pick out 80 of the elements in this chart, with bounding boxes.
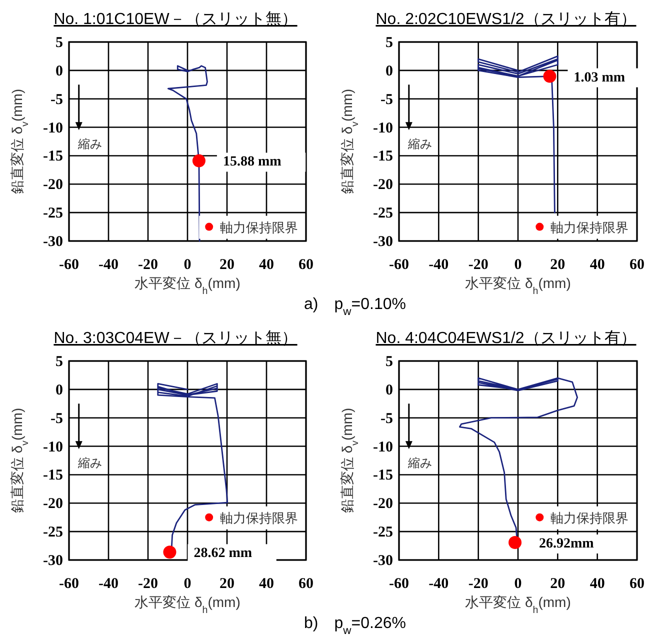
x-axis-title: 水平変位 δ$_{h}$(mm) [134,275,240,296]
x-tick-label: 40 [259,257,274,273]
x-tick-label: 60 [630,576,644,592]
line-series [167,65,208,242]
x-tick-label: 0 [514,576,522,592]
x-tick-label: -20 [138,576,158,592]
x-tick-label: -40 [98,257,118,273]
y-tick-label: -30 [43,234,63,250]
x-tick-label: -60 [59,576,79,592]
annotation: 15.88 mm [222,154,282,170]
x-tick-label: -20 [468,576,488,592]
y-tick-label: -15 [373,148,393,165]
x-tick-label: 60 [298,576,314,592]
x-tick-label: 40 [259,576,274,592]
y-tick-label: -30 [43,553,63,569]
legend-label: 軸力保持限界 [220,220,298,235]
y-tick-label: -10 [43,120,63,136]
x-tick-label: -20 [138,257,158,273]
annotation: 1.03 mm [574,70,626,86]
x-tick-label: -60 [389,576,409,592]
y-tick-label: 0 [386,63,393,80]
legend-label: 軸力保持限界 [550,510,629,526]
y-tick-label: -25 [43,206,63,222]
y-tick-label: -10 [43,439,63,456]
x-tick-label: -40 [428,576,449,592]
y-tick-label: -25 [373,524,393,541]
x-tick-label: 60 [298,257,314,273]
x-tick-label: 40 [590,576,605,592]
y-tick-label: -30 [373,234,393,250]
y-tick-label: 0 [56,382,63,398]
y-tick-label: -15 [373,468,393,484]
y-tick-label: 5 [56,35,63,51]
legend-label: 軸力保持限界 [550,220,629,235]
y-tick-label: 0 [386,382,393,398]
x-tick-label: 20 [220,576,234,592]
text: b) p$_{w}$=0.26% [304,615,406,637]
x-axis-title: 水平変位 δ$_{h}$(mm) [465,594,571,616]
y-tick-label: -5 [50,92,63,108]
annotation: 縮み [406,137,432,152]
x-axis-title: 水平変位 δ$_{h}$(mm) [465,275,571,296]
x-tick-label: 0 [514,257,522,273]
annotation: 28.62 mm [194,546,252,562]
annotation: 縮み [76,456,102,470]
x-tick-label: -60 [389,257,409,273]
y-tick-label: -5 [380,410,393,427]
annotation: 26.92mm [539,536,594,552]
x-tick-label: 0 [184,257,192,273]
x-tick-label: -20 [468,257,488,273]
x-tick-label: -40 [98,576,118,592]
x-tick-label: -40 [428,257,449,273]
line-series [478,56,558,214]
y-tick-label: -20 [43,177,63,194]
y-tick-label: -10 [373,439,393,456]
x-tick-label: 20 [220,257,234,273]
x-axis-title: 水平変位 δ$_{h}$(mm) [134,594,240,616]
x-tick-label: 0 [184,576,192,592]
y-tick-label: 5 [386,354,393,370]
y-tick-label: -5 [50,410,63,427]
y-tick-label: -25 [373,206,393,222]
annotation: 縮み [406,456,432,470]
y-tick-label: 5 [56,354,63,370]
y-tick-label: -20 [373,177,393,194]
x-tick-label: 60 [630,257,644,273]
y-tick-label: -20 [373,496,393,512]
x-tick-label: 20 [550,576,566,592]
legend-label: 軸力保持限界 [220,510,298,526]
y-tick-label: 5 [386,35,393,51]
annotation: 縮み [76,137,102,152]
y-tick-label: -25 [43,524,63,541]
y-tick-label: -5 [380,92,393,108]
y-tick-label: -15 [43,468,63,484]
x-tick-label: 20 [550,257,566,273]
x-tick-label: -60 [59,257,79,273]
x-tick-label: 40 [590,257,605,273]
y-tick-label: -10 [373,120,393,136]
y-tick-label: -30 [373,553,393,569]
y-tick-label: -20 [43,496,63,512]
y-tick-label: -15 [43,148,63,165]
text: a) p$_{w}$=0.10% [304,296,406,318]
y-tick-label: 0 [56,63,63,80]
